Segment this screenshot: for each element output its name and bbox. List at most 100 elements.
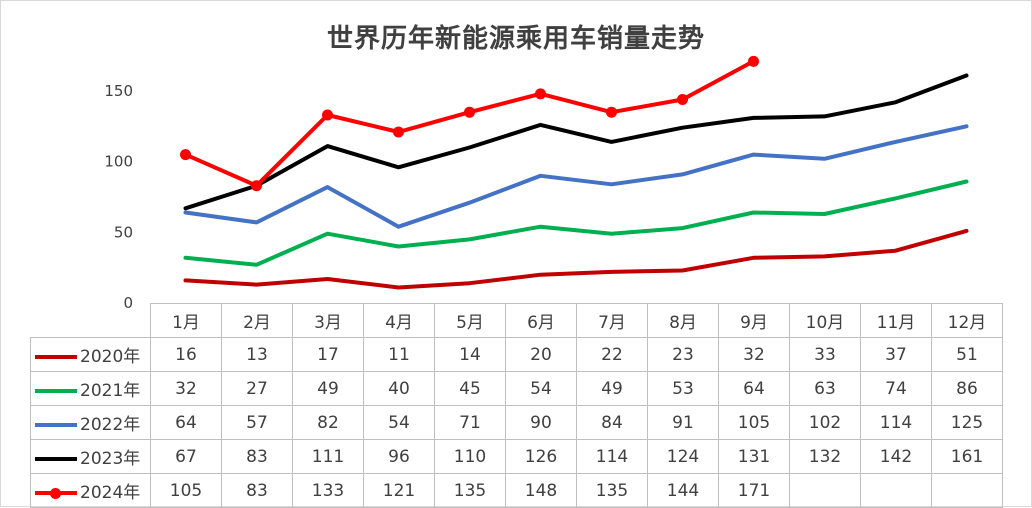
data-point [535, 88, 546, 100]
data-value-cell: 16 [150, 337, 222, 372]
data-value-cell: 14 [434, 337, 506, 372]
legend-entry: 2024年 [30, 473, 151, 508]
data-value-cell: 51 [931, 337, 1003, 372]
data-point [180, 149, 191, 161]
table-row: 2021年 32 27 49 40 45 54 49 53 64 63 74 86 [30, 371, 1003, 406]
chart-title: 世界历年新能源乘用车销量走势 [326, 24, 705, 54]
category-label: 7月 [576, 303, 648, 338]
data-value-cell: 23 [647, 337, 719, 372]
table-corner [30, 303, 151, 338]
data-value-cell: 171 [718, 473, 790, 508]
data-value-cell: 132 [789, 439, 861, 474]
data-value-cell: 53 [647, 371, 719, 406]
data-value-cell: 67 [150, 439, 222, 474]
data-point [251, 180, 262, 192]
table-row: 2023年 67 83 111 96 110 126 114 124 131 132 142 161 [30, 439, 1003, 474]
series-line-2022年 [183, 124, 969, 229]
category-label: 11月 [860, 303, 932, 338]
data-value-cell: 90 [505, 405, 577, 440]
series-line-2020年 [183, 228, 969, 290]
data-value-cell: 131 [718, 439, 790, 474]
data-value-cell: 135 [576, 473, 648, 508]
series-line-2023年 [183, 73, 969, 211]
data-value-cell: 126 [505, 439, 577, 474]
data-value-cell: 86 [931, 371, 1003, 406]
data-value-cell [931, 473, 1003, 508]
category-label: 5月 [434, 303, 506, 338]
data-value-cell: 83 [221, 473, 293, 508]
category-label: 2月 [221, 303, 293, 338]
data-value-cell: 91 [647, 405, 719, 440]
data-value-cell: 64 [718, 371, 790, 406]
data-point [606, 106, 617, 118]
data-value-cell: 111 [292, 439, 364, 474]
data-value-cell: 40 [363, 371, 435, 406]
data-value-cell: 110 [434, 439, 506, 474]
category-label: 1月 [150, 303, 222, 338]
data-value-cell: 114 [860, 405, 932, 440]
data-value-cell: 125 [931, 405, 1003, 440]
category-label: 9月 [718, 303, 790, 338]
legend-label: 2023年 [80, 449, 141, 469]
legend-entry: 2023年 [30, 439, 151, 474]
legend-key-icon [35, 454, 77, 464]
data-value-cell: 13 [221, 337, 293, 372]
legend-label: 2021年 [80, 381, 141, 401]
data-value-cell: 54 [363, 405, 435, 440]
data-value-cell: 96 [363, 439, 435, 474]
data-value-cell: 57 [221, 405, 293, 440]
category-label: 3月 [292, 303, 364, 338]
series-line-2021年 [183, 179, 969, 267]
legend-key-icon [35, 352, 77, 362]
legend-entry: 2021年 [30, 371, 151, 406]
table-row: 2022年 64 57 82 54 71 90 84 91 105 102 114 125 [30, 405, 1003, 440]
data-value-cell: 22 [576, 337, 648, 372]
data-value-cell: 49 [292, 371, 364, 406]
data-value-cell: 114 [576, 439, 648, 474]
category-label: 4月 [363, 303, 435, 338]
data-value-cell: 133 [292, 473, 364, 508]
legend-entry: 2022年 [30, 405, 151, 440]
data-value-cell: 63 [789, 371, 861, 406]
data-value-cell: 124 [647, 439, 719, 474]
data-value-cell: 33 [789, 337, 861, 372]
y-tick-label: 150 [104, 82, 133, 100]
table-row: 2024年 105 83 133 121 135 148 135 144 171 [30, 473, 1003, 508]
data-value-cell: 49 [576, 371, 648, 406]
table-row: 2020年 16 13 17 11 14 20 22 23 32 33 37 51 [30, 337, 1003, 372]
data-value-cell: 45 [434, 371, 506, 406]
legend-key-icon [35, 386, 77, 396]
legend-label: 2022年 [80, 415, 141, 435]
y-tick-label: 0 [123, 294, 133, 312]
data-value-cell: 102 [789, 405, 861, 440]
data-value-cell: 135 [434, 473, 506, 508]
data-value-cell: 84 [576, 405, 648, 440]
legend-label: 2024年 [80, 483, 141, 503]
data-value-cell: 37 [860, 337, 932, 372]
category-label: 12月 [931, 303, 1003, 338]
data-value-cell: 32 [718, 337, 790, 372]
data-value-cell: 11 [363, 337, 435, 372]
data-point [393, 126, 404, 138]
category-header-row: 1月 2月 3月 4月 5月 6月 7月 8月 9月 10月 11月 12月 [30, 303, 1003, 338]
legend-key-icon [35, 420, 77, 430]
data-value-cell: 17 [292, 337, 364, 372]
category-label: 6月 [505, 303, 577, 338]
data-value-cell: 82 [292, 405, 364, 440]
data-value-cell: 71 [434, 405, 506, 440]
legend-entry: 2020年 [30, 337, 151, 372]
data-table: 1月 2月 3月 4月 5月 6月 7月 8月 9月 10月 11月 12月 2020年 16 13 17 11… [30, 303, 1003, 508]
data-value-cell: 64 [150, 405, 222, 440]
data-value-cell: 74 [860, 371, 932, 406]
data-point [464, 106, 475, 118]
data-value-cell: 83 [221, 439, 293, 474]
category-label: 8月 [647, 303, 719, 338]
category-label: 10月 [789, 303, 861, 338]
data-value-cell: 148 [505, 473, 577, 508]
data-value-cell: 161 [931, 439, 1003, 474]
data-value-cell: 32 [150, 371, 222, 406]
y-tick-label: 50 [114, 223, 133, 241]
data-value-cell: 27 [221, 371, 293, 406]
data-value-cell [789, 473, 861, 508]
legend-key-icon [35, 488, 77, 499]
